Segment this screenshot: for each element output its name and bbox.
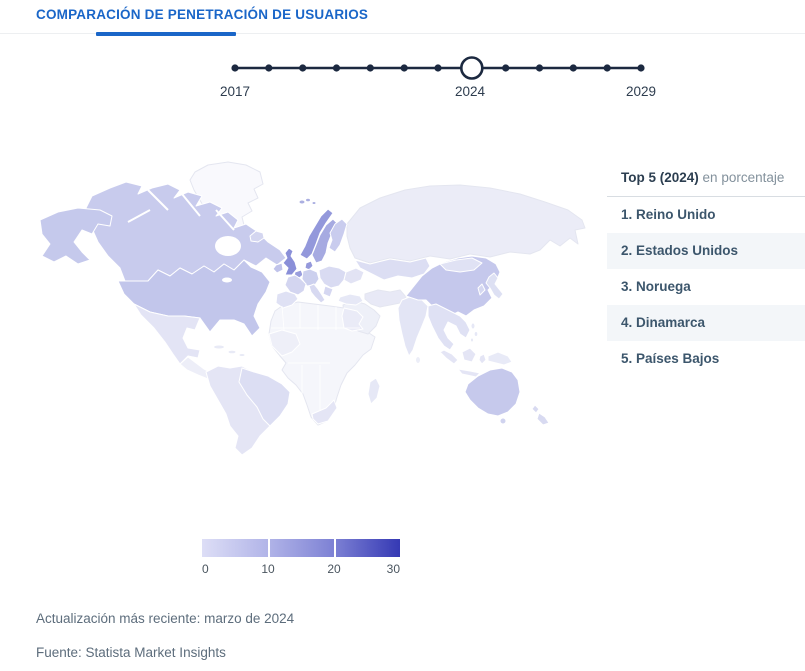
- region-philippines[interactable]: [473, 331, 479, 337]
- legend-separator-20: [334, 539, 336, 557]
- timeline-dot[interactable]: [637, 64, 645, 72]
- region-madagascar[interactable]: [367, 377, 381, 405]
- top5-item-5: 5. Países Bajos: [621, 351, 720, 366]
- region-iceland[interactable]: [249, 230, 265, 243]
- source-note: Fuente: Statista Market Insights: [36, 645, 226, 660]
- year-timeline-slider[interactable]: 2017 2024 2029: [0, 44, 805, 102]
- region-finland[interactable]: [328, 218, 348, 253]
- region-balkans[interactable]: [322, 285, 334, 298]
- top5-item-3: 3. Noruega: [621, 279, 691, 294]
- timeline-label-end: 2029: [626, 84, 656, 99]
- region-france[interactable]: [284, 274, 307, 296]
- timeline-dot[interactable]: [366, 64, 374, 72]
- region-eastern-europe[interactable]: [318, 265, 347, 289]
- timeline-dot[interactable]: [332, 64, 341, 72]
- legend-tick-10: 10: [261, 562, 275, 576]
- region-alaska[interactable]: [39, 207, 113, 265]
- region-australia[interactable]: [464, 367, 521, 417]
- legend-separator-10: [268, 539, 270, 557]
- caspian-sea: [368, 277, 376, 291]
- region-philippines[interactable]: [470, 322, 476, 330]
- active-tab-indicator: [96, 32, 236, 36]
- timeline-label-start: 2017: [220, 84, 250, 99]
- hudson-bay: [215, 236, 241, 256]
- world-choropleth-map: [39, 161, 586, 456]
- legend-tick-20: 20: [327, 562, 341, 576]
- top5-item-1: 1. Reino Unido: [621, 207, 716, 222]
- header-divider: [0, 33, 805, 34]
- africa-country-borders: [271, 303, 360, 410]
- region-puerto-rico[interactable]: [238, 353, 246, 357]
- color-legend: 0 10 20 30: [202, 539, 400, 578]
- timeline-handle-selected-year[interactable]: [459, 56, 484, 80]
- region-svalbard[interactable]: [305, 197, 311, 203]
- timeline-dot[interactable]: [569, 64, 577, 72]
- top5-item-4: 4. Dinamarca: [607, 305, 805, 341]
- region-west-africa[interactable]: [268, 329, 301, 357]
- region-tasmania[interactable]: [499, 417, 507, 425]
- arctic-channels: [127, 189, 235, 231]
- region-ireland[interactable]: [272, 262, 284, 274]
- great-lakes: [222, 277, 232, 283]
- region-italy[interactable]: [308, 283, 326, 304]
- region-russia[interactable]: [346, 184, 586, 264]
- region-spain-portugal[interactable]: [275, 290, 299, 309]
- timeline-dot[interactable]: [434, 64, 442, 72]
- region-philippines[interactable]: [470, 337, 474, 343]
- black-sea: [345, 285, 359, 293]
- region-india[interactable]: [397, 295, 429, 357]
- timeline-dot[interactable]: [535, 64, 544, 72]
- region-mexico[interactable]: [133, 303, 201, 365]
- region-turkey[interactable]: [337, 293, 364, 306]
- region-hispaniola[interactable]: [227, 349, 237, 355]
- region-south-africa[interactable]: [311, 399, 338, 425]
- timeline-label-selected: 2024: [455, 84, 486, 99]
- top5-title: Top 5 (2024): [621, 170, 699, 185]
- region-mongolia[interactable]: [439, 257, 483, 273]
- legend-tick-0: 0: [202, 562, 209, 576]
- timeline-dot[interactable]: [299, 64, 307, 72]
- timeline-dot[interactable]: [603, 64, 611, 72]
- timeline-dot[interactable]: [265, 64, 273, 72]
- timeline-dot[interactable]: [231, 64, 239, 72]
- top5-item-2: 2. Estados Unidos: [607, 233, 805, 269]
- legend-tick-30: 30: [386, 562, 400, 576]
- region-new-zealand[interactable]: [531, 404, 550, 426]
- top5-panel: Top 5 (2024) en porcentaje 1. Reino Unid…: [607, 168, 805, 377]
- timeline-dot[interactable]: [502, 64, 510, 72]
- legend-labels: 0 10 20 30: [202, 562, 400, 578]
- region-ukraine[interactable]: [343, 267, 365, 285]
- region-united-kingdom[interactable]: [282, 247, 298, 276]
- region-svalbard[interactable]: [311, 201, 317, 205]
- region-indonesia[interactable]: [439, 347, 487, 378]
- last-update-note: Actualización más reciente: marzo de 202…: [36, 611, 295, 626]
- tab-user-penetration-comparison[interactable]: COMPARACIÓN DE PENETRACIÓN DE USUARIOS: [36, 7, 369, 22]
- legend-gradient-bar: [202, 539, 400, 557]
- region-korea[interactable]: [477, 283, 486, 296]
- region-japan[interactable]: [485, 272, 504, 300]
- timeline-dot[interactable]: [400, 64, 408, 72]
- region-southeast-asia[interactable]: [427, 303, 471, 351]
- region-egypt[interactable]: [341, 307, 364, 332]
- top5-header: Top 5 (2024) en porcentaje: [621, 170, 785, 185]
- region-sri-lanka[interactable]: [415, 356, 421, 364]
- region-brazil[interactable]: [238, 367, 291, 427]
- region-svalbard[interactable]: [298, 199, 306, 205]
- region-cuba[interactable]: [213, 344, 225, 350]
- top5-divider: [607, 196, 805, 197]
- region-denmark[interactable]: [304, 260, 314, 271]
- region-new-guinea[interactable]: [487, 351, 513, 366]
